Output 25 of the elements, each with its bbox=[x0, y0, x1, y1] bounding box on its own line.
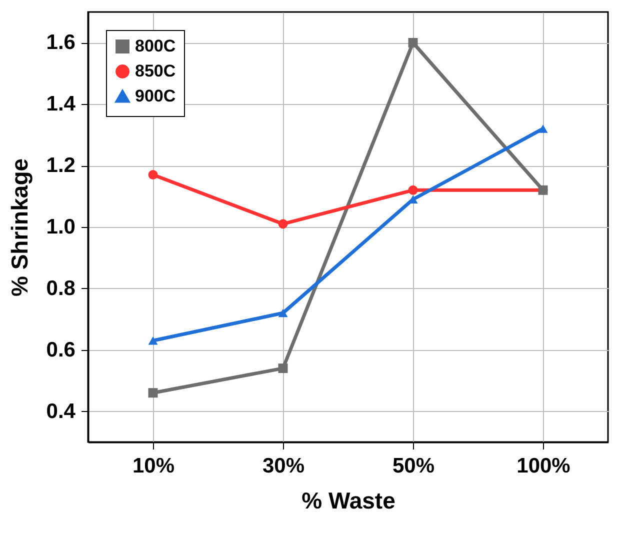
x-tick-label: 50% bbox=[392, 454, 435, 478]
x-tick-label: 100% bbox=[516, 454, 571, 478]
point bbox=[278, 219, 288, 229]
y-tick-label: 1.6 bbox=[46, 31, 76, 54]
y-tick-label: 1.0 bbox=[46, 216, 76, 238]
point bbox=[538, 124, 548, 133]
point bbox=[408, 185, 418, 195]
y-tick-label: 1.2 bbox=[46, 154, 76, 178]
x-axis-title: % Waste bbox=[302, 488, 396, 514]
point bbox=[148, 336, 158, 345]
point bbox=[278, 308, 288, 318]
y-tick-label: 1.4 bbox=[46, 92, 76, 116]
y-axis-title: % Shrinkage bbox=[6, 158, 32, 297]
y-tick-label: 0.6 bbox=[46, 338, 76, 362]
point bbox=[278, 364, 288, 374]
y-tick-label: 0.8 bbox=[46, 276, 76, 300]
legend-label: 900C bbox=[135, 86, 176, 106]
point bbox=[408, 38, 418, 48]
point bbox=[148, 170, 158, 180]
legend-label: 850C bbox=[135, 62, 176, 80]
x-tick-label: 10% bbox=[132, 454, 175, 478]
x-tick-label: 30% bbox=[262, 454, 305, 478]
y-tick-label: 0.4 bbox=[46, 400, 76, 423]
point bbox=[148, 388, 158, 398]
legend-label: 800C bbox=[135, 36, 176, 56]
